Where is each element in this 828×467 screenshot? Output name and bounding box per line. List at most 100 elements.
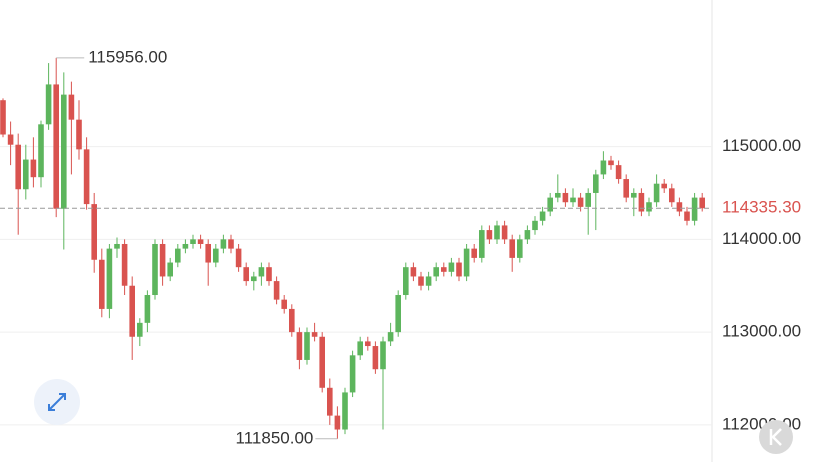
candle-body — [395, 295, 401, 333]
candle-body — [661, 183, 667, 189]
y-tick-label: 113000.00 — [722, 322, 801, 341]
plot: 115000.00114000.00113000.00112000.001159… — [0, 47, 801, 447]
candle-body — [197, 239, 204, 244]
min-label: 111850.00 — [236, 428, 314, 447]
candle-body — [114, 243, 120, 249]
candle-body — [539, 211, 546, 221]
candle-body — [418, 276, 424, 286]
candle-body — [319, 336, 325, 388]
candle-body — [304, 332, 310, 360]
candle-body — [243, 267, 249, 282]
max-label: 115956.00 — [88, 47, 167, 66]
candle-body — [144, 295, 151, 323]
candle-body — [175, 248, 181, 263]
candle-body — [608, 160, 614, 166]
candle-body — [479, 230, 485, 258]
candle-body — [220, 239, 227, 249]
candle-body — [577, 197, 584, 207]
candle-body — [501, 225, 508, 240]
candle-body — [448, 262, 455, 272]
candle-body — [638, 192, 645, 212]
candle-body — [182, 243, 189, 249]
candle-body — [547, 197, 553, 212]
candle-body — [15, 144, 21, 190]
candle-body — [159, 243, 166, 277]
candle-body — [137, 322, 143, 337]
candle-body — [380, 341, 386, 370]
candle-body — [99, 259, 105, 309]
candle-body — [296, 332, 303, 360]
candle-body — [30, 159, 37, 178]
candle-body — [365, 341, 371, 347]
candle-body — [410, 267, 417, 277]
candle-body — [456, 262, 462, 277]
y-tick-label: 115000.00 — [722, 136, 801, 155]
candle-body — [562, 192, 569, 203]
candle-body — [251, 276, 257, 282]
candle-body — [676, 202, 683, 212]
candle-body — [38, 124, 44, 178]
candle-body — [281, 299, 287, 309]
candle-body — [61, 94, 67, 209]
candle-body — [691, 197, 698, 221]
expand-button[interactable] — [34, 379, 80, 425]
candle-body — [471, 248, 477, 258]
candle-body — [372, 346, 379, 370]
candle-body — [509, 239, 515, 258]
candle-body — [0, 100, 6, 135]
candle-body — [76, 119, 82, 150]
candle-body — [53, 84, 59, 209]
candle-body — [311, 332, 318, 337]
candle-body — [631, 192, 637, 198]
candle-body — [532, 220, 538, 231]
candle-body — [228, 239, 234, 249]
candle-body — [463, 248, 470, 277]
candle-body — [121, 243, 128, 286]
candle-body — [646, 202, 652, 212]
candle-body — [23, 159, 29, 190]
candle-body — [494, 225, 500, 240]
candle-body — [45, 84, 52, 125]
candle-body — [615, 165, 622, 180]
candle-body — [258, 267, 265, 277]
y-tick-label: 114000.00 — [722, 229, 801, 248]
candle-body — [106, 248, 113, 309]
candle-body — [327, 387, 333, 416]
candle-body — [235, 248, 242, 268]
candle-body — [334, 415, 341, 430]
candle-body — [623, 179, 629, 198]
candle-body — [684, 211, 690, 221]
candle-body — [213, 248, 219, 263]
candle-body — [425, 276, 432, 286]
candle-body — [7, 134, 14, 145]
candle-body — [403, 267, 409, 296]
candle-body — [699, 197, 705, 209]
candle-body — [129, 285, 135, 337]
candle-body — [593, 174, 599, 193]
current-price-label: 114335.30 — [722, 198, 801, 217]
candle-body — [190, 239, 196, 244]
candle-body — [167, 262, 173, 277]
collapse-button[interactable] — [759, 420, 793, 454]
candle-body — [357, 341, 363, 356]
candle-body — [83, 149, 90, 205]
candle-body — [433, 267, 439, 277]
candle-body — [517, 239, 523, 258]
candle-body — [266, 267, 272, 282]
candle-body — [205, 243, 211, 263]
candle-body — [273, 281, 280, 300]
candle-body — [91, 204, 97, 260]
candle-body — [486, 230, 493, 240]
candle-body — [585, 192, 591, 207]
candle-body — [289, 308, 295, 333]
candle-body — [387, 332, 394, 342]
candle-body — [600, 160, 607, 175]
candle-body — [669, 188, 675, 203]
candle-body — [68, 94, 75, 120]
candle-body — [653, 183, 660, 203]
candle-body — [555, 192, 561, 198]
candle-body — [441, 267, 447, 272]
candle-body — [152, 243, 158, 296]
candle-body — [349, 355, 356, 393]
